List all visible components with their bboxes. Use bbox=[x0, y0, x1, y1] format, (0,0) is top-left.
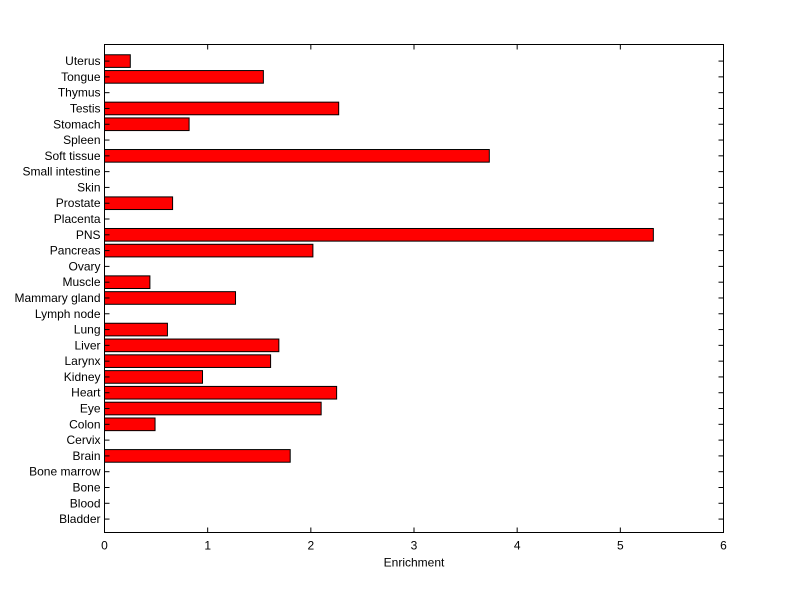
x-tick-label-6: 6 bbox=[720, 539, 727, 553]
x-tick-label-1: 1 bbox=[204, 539, 211, 553]
bar-brain bbox=[104, 449, 291, 463]
bar-kidney bbox=[104, 370, 204, 384]
y-tick-label-bone: Bone bbox=[72, 480, 100, 494]
x-axis-label: Enrichment bbox=[384, 556, 445, 570]
x-tick-label-5: 5 bbox=[617, 539, 624, 553]
y-tick-label-pancreas: Pancreas bbox=[50, 244, 101, 258]
x-tick-label-3: 3 bbox=[411, 539, 418, 553]
bar-pns bbox=[104, 227, 654, 242]
bar-tongue bbox=[104, 70, 264, 84]
bar-soft-tissue bbox=[104, 149, 490, 163]
y-tick-label-larynx: Larynx bbox=[64, 354, 100, 368]
y-tick-label-eye: Eye bbox=[80, 402, 101, 416]
x-tick-label-2: 2 bbox=[307, 539, 314, 553]
y-tick-label-skin: Skin bbox=[77, 180, 100, 194]
y-tick-label-small-intestine: Small intestine bbox=[22, 165, 100, 179]
y-tick-label-brain: Brain bbox=[72, 449, 100, 463]
y-tick-label-mammary-gland: Mammary gland bbox=[14, 291, 100, 305]
bar-colon bbox=[104, 417, 156, 432]
y-tick-label-uterus: Uterus bbox=[65, 54, 100, 68]
y-tick-label-tongue: Tongue bbox=[61, 70, 101, 84]
bar-muscle bbox=[104, 275, 151, 289]
y-tick-label-lymph-node: Lymph node bbox=[35, 307, 101, 321]
bar-mammary-gland bbox=[104, 291, 237, 305]
bar-stomach bbox=[104, 117, 190, 132]
y-tick-label-placenta: Placenta bbox=[54, 212, 101, 226]
y-tick-label-soft-tissue: Soft tissue bbox=[44, 149, 100, 163]
y-tick-label-colon: Colon bbox=[69, 417, 100, 431]
y-tick-label-pns: PNS bbox=[76, 228, 101, 242]
bar-larynx bbox=[104, 354, 272, 368]
bar-pancreas bbox=[104, 243, 314, 258]
y-tick-label-spleen: Spleen bbox=[63, 133, 100, 147]
y-tick-label-prostate: Prostate bbox=[56, 196, 101, 210]
ticks-layer bbox=[104, 44, 724, 533]
bar-testis bbox=[104, 101, 340, 116]
bar-prostate bbox=[104, 196, 174, 211]
bar-heart bbox=[104, 385, 338, 400]
bar-eye bbox=[104, 401, 322, 416]
y-tick-label-blood: Blood bbox=[70, 496, 101, 510]
y-tick-label-testis: Testis bbox=[70, 101, 101, 115]
y-tick-label-lung: Lung bbox=[74, 323, 101, 337]
y-tick-label-stomach: Stomach bbox=[53, 117, 100, 131]
y-tick-label-thymus: Thymus bbox=[58, 86, 101, 100]
plot-frame bbox=[104, 44, 724, 533]
y-tick-label-liver: Liver bbox=[74, 338, 100, 352]
bar-liver bbox=[104, 338, 280, 353]
x-tick-label-0: 0 bbox=[101, 539, 108, 553]
y-tick-label-cervix: Cervix bbox=[66, 433, 100, 447]
y-tick-label-bladder: Bladder bbox=[59, 512, 100, 526]
y-tick-label-bone-marrow: Bone marrow bbox=[29, 465, 101, 479]
x-tick-label-4: 4 bbox=[514, 539, 521, 553]
y-tick-label-heart: Heart bbox=[71, 386, 101, 400]
y-tick-label-muscle: Muscle bbox=[62, 275, 100, 289]
y-tick-label-kidney: Kidney bbox=[64, 370, 101, 384]
y-tick-label-ovary: Ovary bbox=[68, 259, 100, 273]
bar-lung bbox=[104, 322, 168, 337]
